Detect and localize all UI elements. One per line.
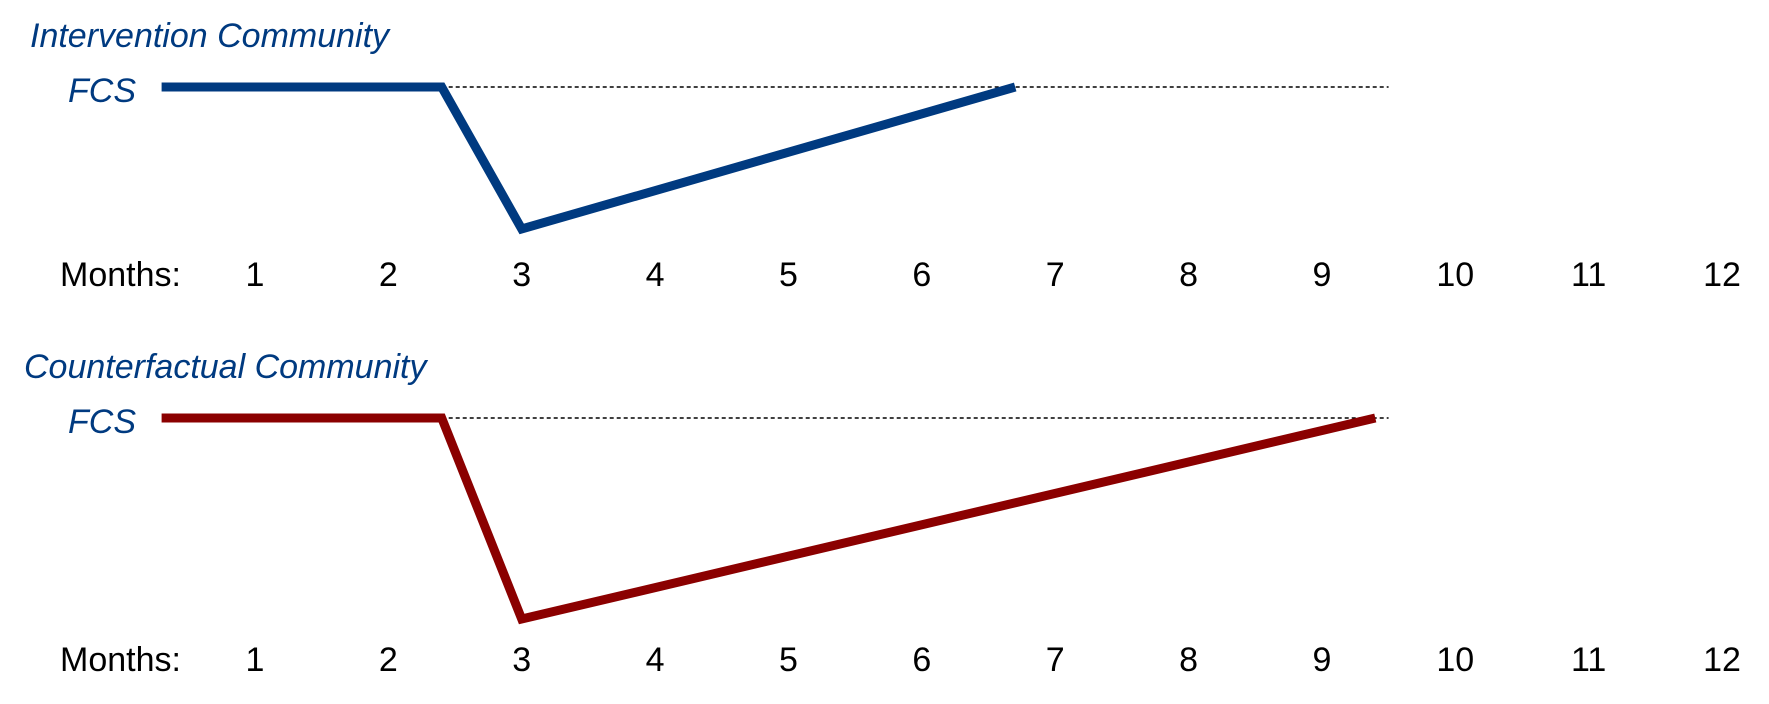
y-axis-label: FCS — [68, 403, 136, 441]
x-tick-label: 2 — [379, 641, 398, 679]
plot-area: 1 2 3 4 5 6 7 8 9 10 11 12 — [161, 82, 1741, 294]
plot-area: 1 2 3 4 5 6 7 8 9 10 11 12 — [161, 413, 1741, 679]
x-tick-label: 10 — [1436, 641, 1474, 679]
x-axis-label: Months: — [60, 641, 181, 679]
x-tick-label: 9 — [1312, 256, 1331, 294]
x-tick-label: 1 — [246, 256, 265, 294]
x-tick-label: 12 — [1703, 256, 1741, 294]
panel-title: Counterfactual Community — [24, 348, 429, 386]
x-tick-label: 6 — [912, 641, 931, 679]
x-tick-label: 8 — [1179, 256, 1198, 294]
x-tick-label: 7 — [1046, 256, 1065, 294]
series-line — [161, 82, 1017, 235]
x-tick-label: 5 — [779, 256, 798, 294]
x-tick-label: 9 — [1312, 641, 1331, 679]
x-tick-label: 4 — [646, 641, 665, 679]
x-tick-label: 3 — [512, 641, 531, 679]
panel-title: Intervention Community — [30, 17, 391, 55]
x-tick-label: 11 — [1571, 641, 1606, 679]
x-tick-label: 6 — [912, 256, 931, 294]
y-axis-label: FCS — [68, 72, 136, 110]
x-tick-label: 3 — [512, 256, 531, 294]
series-line — [161, 413, 1377, 625]
x-tick-label: 7 — [1046, 641, 1065, 679]
x-axis-label: Months: — [60, 256, 181, 294]
x-tick-label: 1 — [246, 641, 265, 679]
x-tick-label: 4 — [646, 256, 665, 294]
x-tick-label: 11 — [1571, 256, 1606, 294]
x-tick-label: 8 — [1179, 641, 1198, 679]
x-tick-label: 12 — [1703, 641, 1741, 679]
x-tick-label: 10 — [1436, 256, 1474, 294]
x-tick-label: 2 — [379, 256, 398, 294]
x-tick-label: 5 — [779, 641, 798, 679]
